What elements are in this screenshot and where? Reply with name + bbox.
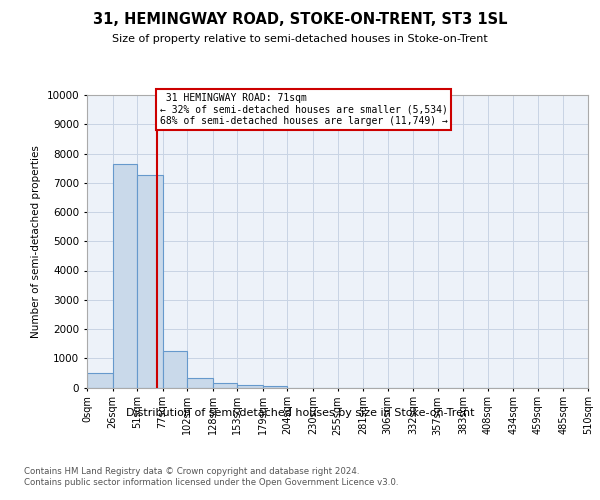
Bar xyxy=(263,386,287,388)
Text: Distribution of semi-detached houses by size in Stoke-on-Trent: Distribution of semi-detached houses by … xyxy=(126,408,474,418)
Text: Size of property relative to semi-detached houses in Stoke-on-Trent: Size of property relative to semi-detach… xyxy=(112,34,488,43)
Text: 31, HEMINGWAY ROAD, STOKE-ON-TRENT, ST3 1SL: 31, HEMINGWAY ROAD, STOKE-ON-TRENT, ST3 … xyxy=(93,12,507,28)
Bar xyxy=(137,176,163,388)
Text: 31 HEMINGWAY ROAD: 71sqm 
← 32% of semi-detached houses are smaller (5,534)
68% : 31 HEMINGWAY ROAD: 71sqm ← 32% of semi-d… xyxy=(160,93,448,126)
Bar xyxy=(113,164,137,388)
Bar xyxy=(87,373,113,388)
Bar xyxy=(163,351,187,388)
Y-axis label: Number of semi-detached properties: Number of semi-detached properties xyxy=(31,145,41,338)
Bar xyxy=(238,384,263,388)
Bar xyxy=(187,378,213,388)
Bar xyxy=(213,383,238,388)
Text: Contains HM Land Registry data © Crown copyright and database right 2024.
Contai: Contains HM Land Registry data © Crown c… xyxy=(24,468,398,487)
